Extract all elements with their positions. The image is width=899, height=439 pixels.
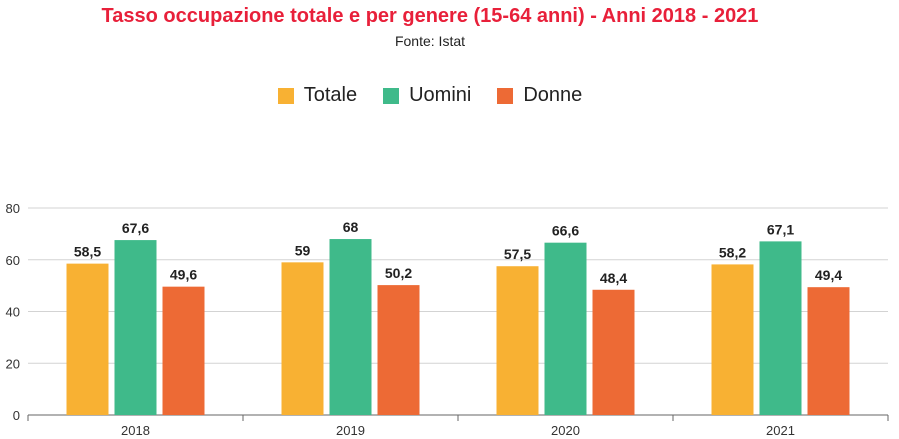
legend-swatch-uomini [383, 87, 400, 104]
data-label-totale-2019: 59 [295, 242, 311, 258]
data-label-totale-2021: 58,2 [719, 244, 746, 260]
x-tick-label-2021: 2021 [766, 423, 795, 438]
x-tick-label-2019: 2019 [336, 423, 365, 438]
chart-title: Tasso occupazione totale e per genere (1… [101, 5, 759, 27]
legend: Totale Uomini Donne [0, 84, 860, 107]
bar-uomini-2021 [759, 241, 802, 415]
y-tick-label-20: 20 [6, 356, 20, 371]
data-label-uomini-2021: 67,1 [767, 221, 794, 237]
bar-uomini-2018 [114, 240, 157, 415]
legend-item-totale: Totale [277, 84, 358, 107]
bar-totale-2019 [281, 262, 324, 415]
data-label-donne-2020: 48,4 [600, 270, 627, 286]
data-label-uomini-2018: 67,6 [122, 220, 149, 236]
data-label-donne-2019: 50,2 [385, 265, 412, 281]
data-label-totale-2020: 57,5 [504, 246, 531, 262]
data-label-uomini-2020: 66,6 [552, 223, 579, 239]
y-tick-label-40: 40 [6, 305, 20, 320]
legend-label-totale: Totale [303, 84, 358, 106]
bar-totale-2018 [66, 263, 109, 415]
bar-donne-2018 [162, 286, 205, 415]
x-tick-label-2020: 2020 [551, 423, 580, 438]
legend-swatch-totale [277, 87, 294, 104]
bar-donne-2020 [592, 289, 635, 415]
bar-donne-2021 [807, 287, 850, 415]
data-label-donne-2018: 49,6 [170, 267, 197, 283]
bar-uomini-2020 [544, 242, 587, 415]
bar-donne-2019 [377, 285, 420, 415]
y-tick-label-80: 80 [6, 201, 20, 216]
chart-subtitle: Fonte: Istat [394, 33, 466, 49]
legend-label-uomini: Uomini [409, 84, 472, 106]
bar-uomini-2019 [329, 239, 372, 415]
legend-item-uomini: Uomini [383, 84, 471, 107]
legend-label-donne: Donne [523, 84, 583, 106]
y-tick-label-0: 0 [13, 408, 20, 423]
data-label-donne-2021: 49,4 [815, 267, 842, 283]
data-label-uomini-2019: 68 [343, 219, 359, 235]
legend-swatch-donne [497, 87, 514, 104]
data-label-totale-2018: 58,5 [74, 244, 101, 260]
legend-item-donne: Donne [497, 84, 582, 107]
y-tick-label-60: 60 [6, 253, 20, 268]
bar-totale-2020 [496, 266, 539, 415]
bar-totale-2021 [711, 264, 754, 415]
x-tick-label-2018: 2018 [121, 423, 150, 438]
